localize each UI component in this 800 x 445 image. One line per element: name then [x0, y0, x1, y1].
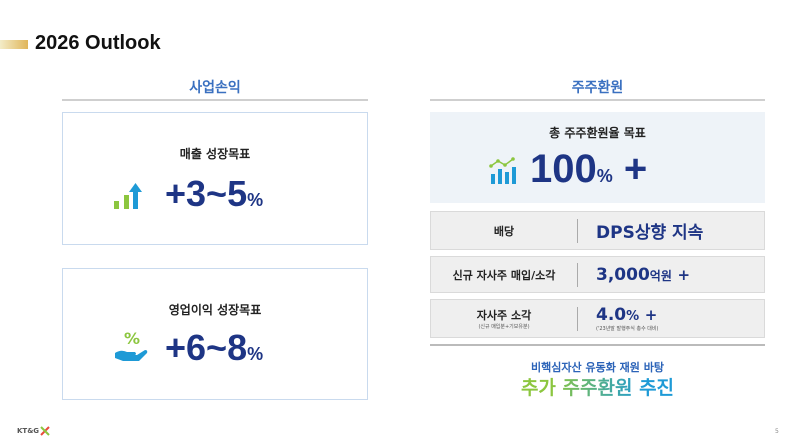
- row-value: DPS상향 지속: [596, 223, 704, 243]
- total-return-value: 100% +: [530, 147, 648, 191]
- revenue-label: 매출 성장목표: [179, 147, 251, 161]
- bar-line-chart-icon: [489, 157, 516, 184]
- total-return-label: 총 주주환원율 목표: [549, 126, 646, 140]
- svg-text:%: %: [124, 329, 140, 348]
- row-label: 자사주 소각 (신규 매입분+기보유분): [476, 309, 532, 330]
- row-value: 3,000억원 +: [596, 264, 691, 285]
- operating-profit-target-card: 영업이익 성장목표 % +6~8%: [62, 268, 368, 400]
- ktg-logo: KT&G: [17, 425, 51, 437]
- op-profit-value: +6~8%: [165, 327, 264, 368]
- row-label: 신규 자사주 매입/소각: [452, 268, 556, 282]
- footer-subtitle: 비핵심자산 유동화 재원 바탕: [531, 361, 664, 374]
- total-return-card: 총 주주환원율 목표 100% +: [430, 112, 765, 203]
- section-header-business: 사업손익: [189, 80, 241, 96]
- divider: [430, 344, 765, 346]
- title-accent-bar: [0, 40, 28, 49]
- row-value: 4.0% + ('23년말 발행주식 총수 대비): [596, 305, 659, 332]
- page-title: 2026 Outlook: [35, 32, 161, 54]
- bar-chart-up-arrow-icon: [114, 183, 142, 209]
- section-header-shareholder: 주주환원: [571, 80, 624, 96]
- buyback-row: 신규 자사주 매입/소각 3,000억원 +: [430, 256, 765, 293]
- revenue-target-card: 매출 성장목표 +3~5%: [62, 112, 368, 245]
- row-label: 배당: [493, 224, 515, 238]
- cancellation-row: 자사주 소각 (신규 매입분+기보유분) 4.0% + ('23년말 발행주식 총수…: [430, 299, 765, 338]
- divider: [62, 99, 368, 101]
- hand-percent-icon: %: [115, 329, 148, 361]
- footer-title: 추가 주주환원 추진: [520, 377, 675, 399]
- dividend-row: 배당 DPS상향 지속: [430, 211, 765, 250]
- divider: [430, 99, 765, 101]
- revenue-value: +3~5%: [165, 173, 264, 214]
- op-profit-label: 영업이익 성장목표: [168, 303, 262, 317]
- page-number: 5: [775, 428, 779, 435]
